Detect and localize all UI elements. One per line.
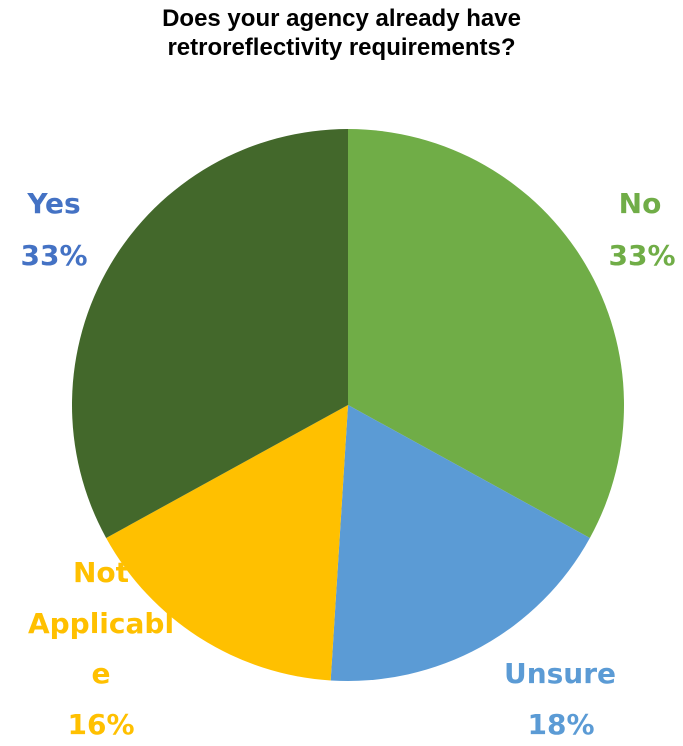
slice-percent-unsure: 18% — [527, 708, 594, 741]
chart-title: Does your agency already have retrorefle… — [0, 4, 683, 62]
slice-percent-not-applicable: 16% — [67, 708, 134, 741]
pie-slice-no — [348, 129, 624, 538]
slice-label-no: No — [619, 187, 662, 220]
slice-percent-yes: 33% — [20, 239, 87, 272]
slice-label-not-applicable-line-2: Applicabl — [28, 607, 174, 640]
pie-slice-unsure — [330, 405, 590, 681]
pie-slices — [72, 129, 624, 681]
slice-percent-no: 33% — [608, 239, 675, 272]
slice-label-unsure: Unsure — [504, 657, 616, 690]
slice-label-not-applicable-line-3: e — [92, 657, 111, 690]
chart-title-line-1: Does your agency already have — [162, 5, 521, 32]
chart-title-line-2: retroreflectivity requirements? — [167, 34, 516, 61]
pie-slice-yes — [72, 129, 349, 538]
slice-label-yes: Yes — [26, 187, 80, 220]
pie-slice-not-applicable — [106, 405, 348, 681]
slice-label-not-applicable-line-1: Not — [73, 556, 129, 589]
